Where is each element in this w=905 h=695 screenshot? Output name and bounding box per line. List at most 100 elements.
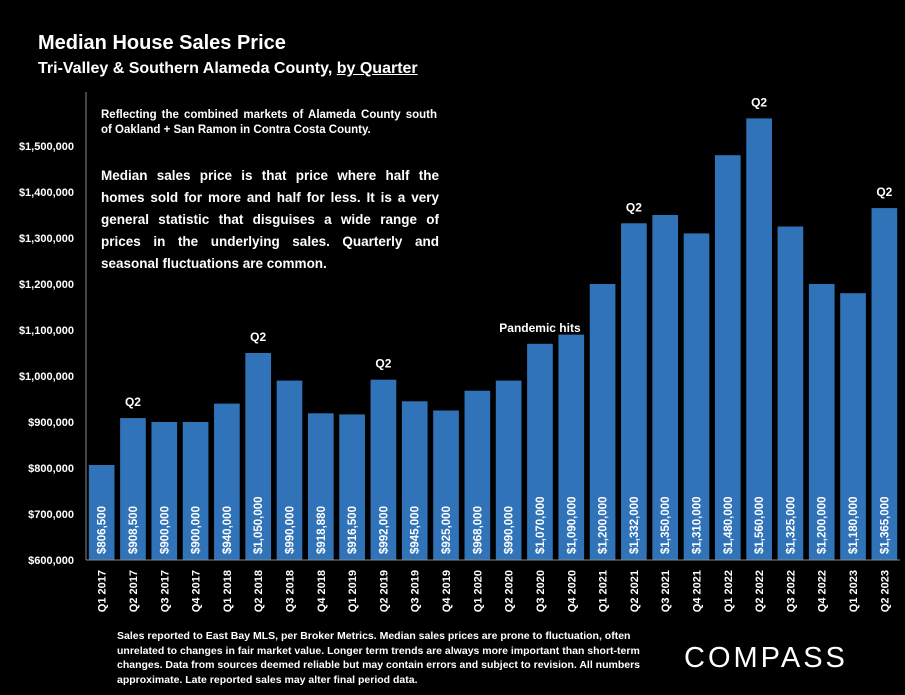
region-note: Reflecting the combined markets of Alame… bbox=[101, 109, 437, 136]
bar-annotation: Q2 bbox=[375, 357, 391, 371]
bar bbox=[370, 379, 397, 560]
bar bbox=[527, 343, 553, 560]
bar-value-label: $1,090,000 bbox=[566, 496, 578, 554]
bar-value-label: $916,500 bbox=[347, 506, 359, 554]
bar-value-label: $1,200,000 bbox=[817, 496, 829, 554]
bar-value-label: $992,000 bbox=[378, 506, 390, 554]
x-tick-label: Q1 2020 bbox=[472, 570, 484, 612]
bar bbox=[182, 422, 209, 560]
x-tick-label: Q1 2023 bbox=[848, 570, 860, 612]
y-tick-label: $1,500,000 bbox=[19, 141, 74, 153]
y-tick-label: $1,100,000 bbox=[19, 325, 74, 337]
bar bbox=[714, 155, 741, 560]
bar-value-label: $1,480,000 bbox=[723, 496, 735, 554]
bar bbox=[339, 414, 365, 560]
x-tick-label: Q2 2020 bbox=[504, 570, 516, 612]
x-tick-label: Q2 2017 bbox=[128, 570, 140, 612]
definition-note: Median sales price is that price where h… bbox=[101, 168, 439, 271]
x-tick-label: Q1 2022 bbox=[723, 570, 735, 612]
bar bbox=[464, 390, 491, 560]
y-tick-label: $1,200,000 bbox=[19, 279, 74, 291]
chart-title: Median House Sales Price bbox=[38, 32, 286, 54]
bar-value-label: $1,070,000 bbox=[535, 496, 547, 554]
x-tick-label: Q1 2021 bbox=[598, 570, 610, 612]
bar-value-label: $940,000 bbox=[222, 506, 234, 554]
subtitle-main: Tri-Valley & Southern Alameda County, bbox=[38, 60, 337, 77]
bar bbox=[840, 293, 866, 560]
bar-value-label: $908,500 bbox=[128, 506, 140, 554]
bar bbox=[245, 353, 272, 560]
chart-subtitle: Tri-Valley & Southern Alameda County, by… bbox=[38, 60, 418, 78]
x-tick-label: Q4 2020 bbox=[566, 570, 578, 612]
bar-value-label: $945,000 bbox=[410, 506, 422, 554]
x-tick-label: Q4 2022 bbox=[817, 570, 829, 612]
bar-value-label: $1,325,000 bbox=[785, 496, 797, 554]
y-tick-label: $600,000 bbox=[28, 555, 74, 567]
bar-value-label: $925,000 bbox=[441, 506, 453, 554]
bar-value-label: $806,500 bbox=[97, 506, 109, 554]
bar bbox=[88, 465, 115, 560]
bar bbox=[871, 208, 898, 560]
bar bbox=[276, 380, 303, 560]
bar bbox=[683, 233, 710, 560]
x-tick-label: Q4 2017 bbox=[191, 570, 203, 612]
x-tick-label: Q4 2018 bbox=[316, 570, 328, 612]
bar-annotation: Q2 bbox=[751, 95, 767, 109]
bar bbox=[746, 118, 772, 561]
y-tick-label: $1,400,000 bbox=[19, 187, 74, 199]
x-tick-label: Q2 2019 bbox=[378, 570, 390, 612]
x-tick-label: Q3 2019 bbox=[410, 570, 422, 612]
y-tick-label: $800,000 bbox=[28, 463, 74, 475]
bar-value-label: $1,332,000 bbox=[629, 496, 641, 554]
y-tick-label: $900,000 bbox=[28, 417, 74, 429]
bar-annotation: Q2 bbox=[876, 185, 892, 199]
source-footnote: Sales reported to East Bay MLS, per Brok… bbox=[117, 630, 641, 686]
bar bbox=[652, 215, 679, 560]
bar-value-label: $1,200,000 bbox=[598, 496, 610, 554]
bar-value-label: $1,050,000 bbox=[253, 496, 265, 554]
bar bbox=[214, 403, 240, 560]
bar-value-label: $990,000 bbox=[504, 506, 516, 554]
bar bbox=[589, 284, 616, 560]
x-tick-label: Q1 2019 bbox=[347, 570, 359, 612]
bar bbox=[120, 418, 146, 560]
x-tick-label: Q3 2022 bbox=[785, 570, 797, 612]
x-tick-label: Q2 2021 bbox=[629, 570, 641, 612]
x-tick-label: Q1 2017 bbox=[97, 570, 109, 612]
y-tick-label: $1,300,000 bbox=[19, 233, 74, 245]
bar-annotation: Q2 bbox=[250, 330, 266, 344]
bar-value-label: $900,000 bbox=[191, 506, 203, 554]
bar-value-label: $900,000 bbox=[159, 506, 171, 554]
x-tick-label: Q4 2021 bbox=[692, 570, 704, 612]
bar-value-label: $1,365,000 bbox=[879, 496, 891, 554]
x-tick-label: Q1 2018 bbox=[222, 570, 234, 612]
x-tick-label: Q4 2019 bbox=[441, 570, 453, 612]
bar-annotation: Q2 bbox=[626, 200, 642, 214]
compass-logo: COMPASS bbox=[684, 642, 848, 674]
bar bbox=[558, 334, 585, 560]
bar-value-label: $968,000 bbox=[472, 506, 484, 554]
x-tick-label: Q3 2017 bbox=[159, 570, 171, 612]
bar-value-label: $918,880 bbox=[316, 506, 328, 554]
bar-annotation: Pandemic hits bbox=[499, 321, 581, 335]
y-tick-label: $1,000,000 bbox=[19, 371, 74, 383]
bar bbox=[808, 284, 835, 560]
bar-value-label: $1,560,000 bbox=[754, 496, 766, 554]
bar-value-label: $1,310,000 bbox=[692, 496, 704, 554]
x-tick-label: Q2 2022 bbox=[754, 570, 766, 612]
subtitle-period: by Quarter bbox=[336, 60, 418, 77]
y-tick-label: $700,000 bbox=[28, 509, 74, 521]
bar-value-label: $1,350,000 bbox=[660, 496, 672, 554]
bar-annotation: Q2 bbox=[125, 395, 141, 409]
x-tick-label: Q2 2018 bbox=[253, 570, 265, 612]
bar-value-label: $990,000 bbox=[285, 506, 297, 554]
bar bbox=[151, 422, 178, 560]
x-tick-label: Q2 2023 bbox=[879, 570, 891, 612]
x-tick-label: Q3 2021 bbox=[660, 570, 672, 612]
bar bbox=[777, 226, 804, 560]
bar bbox=[401, 401, 428, 560]
x-tick-label: Q3 2018 bbox=[285, 570, 297, 612]
bar-value-label: $1,180,000 bbox=[848, 496, 860, 554]
